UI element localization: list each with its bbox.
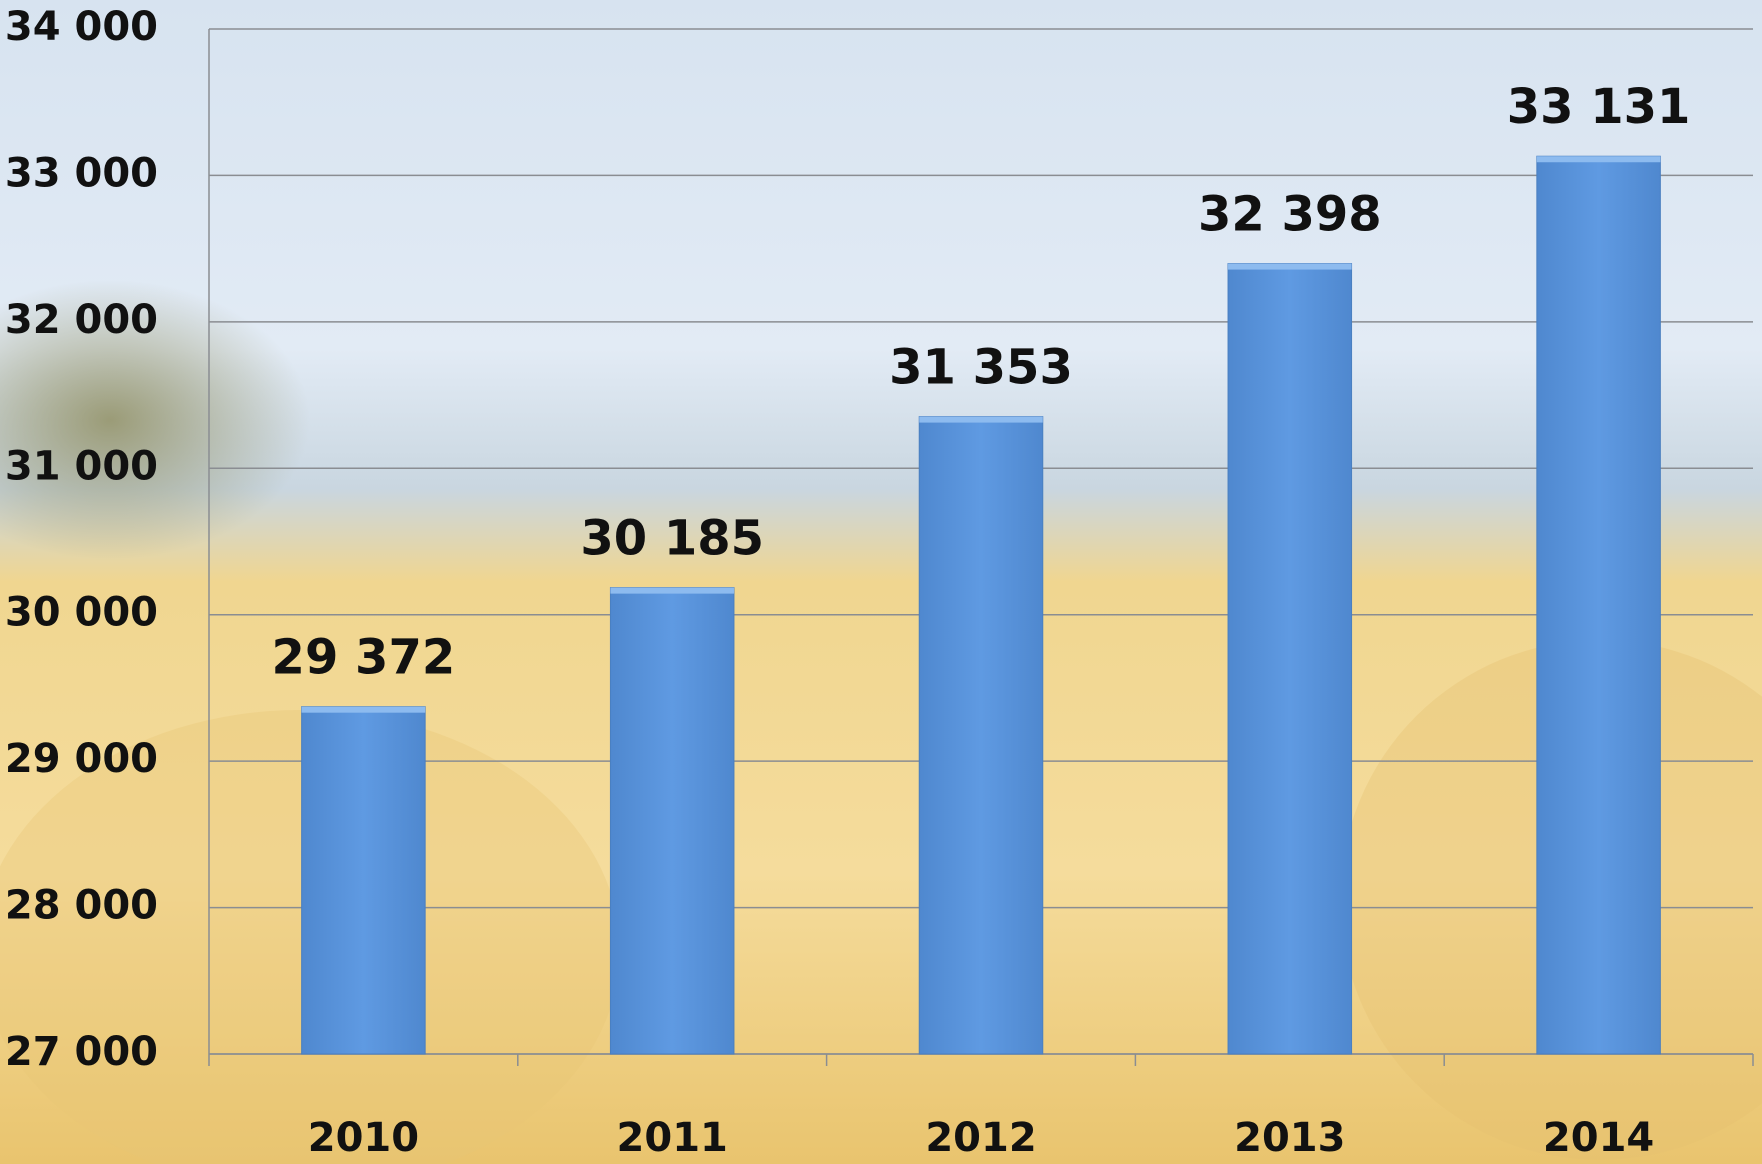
- value-label: 32 398: [1198, 187, 1382, 243]
- x-tick-label: 2010: [308, 1115, 419, 1161]
- value-label: 33 131: [1507, 79, 1691, 135]
- y-tick-label: 30 000: [5, 590, 158, 636]
- bar-highlight: [302, 707, 426, 713]
- bar: [302, 707, 426, 1054]
- bar-highlight: [1537, 156, 1661, 162]
- bar: [1537, 156, 1661, 1054]
- y-tick-label: 28 000: [5, 883, 158, 929]
- x-tick-label: 2013: [1234, 1115, 1345, 1161]
- bar-highlight: [919, 417, 1043, 423]
- value-label: 30 185: [580, 511, 764, 567]
- page: 27 000 28 000 29 000 30 000 31 000 32 000 33 0…: [0, 0, 1762, 1164]
- x-tick-label: 2011: [617, 1115, 728, 1161]
- y-tick-label: 27 000: [5, 1029, 158, 1075]
- y-tick-label: 32 000: [5, 297, 158, 343]
- bar-highlight: [1228, 264, 1352, 270]
- bar: [919, 417, 1043, 1054]
- bar: [610, 588, 734, 1054]
- y-tick-label: 33 000: [5, 150, 158, 196]
- y-tick-label: 34 000: [5, 4, 158, 50]
- x-tick-label: 2012: [925, 1115, 1036, 1161]
- x-tick-label: 2014: [1543, 1115, 1654, 1161]
- value-label: 29 372: [272, 630, 456, 686]
- bar: [1228, 264, 1352, 1054]
- y-tick-label: 31 000: [5, 443, 158, 489]
- value-label: 31 353: [889, 340, 1073, 396]
- bar-highlight: [610, 588, 734, 594]
- chart: 27 000 28 000 29 000 30 000 31 000 32 000 33 0…: [0, 0, 1762, 1164]
- y-tick-label: 29 000: [5, 736, 158, 782]
